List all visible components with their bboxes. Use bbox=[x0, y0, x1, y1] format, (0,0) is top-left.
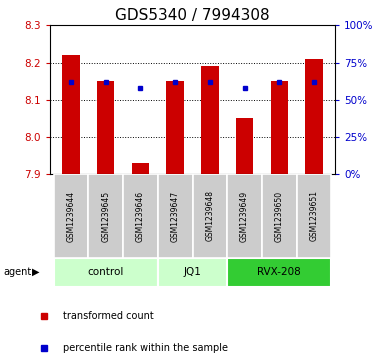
Bar bbox=[227, 258, 331, 287]
Text: agent: agent bbox=[4, 267, 32, 277]
Bar bbox=[54, 258, 158, 287]
Text: ▶: ▶ bbox=[32, 267, 39, 277]
Text: GSM1239650: GSM1239650 bbox=[275, 191, 284, 241]
Text: percentile rank within the sample: percentile rank within the sample bbox=[63, 343, 228, 354]
Text: JQ1: JQ1 bbox=[184, 267, 201, 277]
Bar bbox=[262, 174, 297, 258]
Text: GSM1239644: GSM1239644 bbox=[66, 191, 75, 241]
Text: GSM1239645: GSM1239645 bbox=[101, 191, 110, 241]
Text: RVX-208: RVX-208 bbox=[258, 267, 301, 277]
Text: GSM1239651: GSM1239651 bbox=[310, 191, 319, 241]
Bar bbox=[123, 174, 158, 258]
Text: GSM1239649: GSM1239649 bbox=[240, 191, 249, 241]
Bar bbox=[227, 174, 262, 258]
Bar bbox=[192, 174, 227, 258]
Bar bbox=[97, 81, 114, 174]
Bar bbox=[158, 174, 192, 258]
Bar bbox=[201, 66, 219, 174]
Bar bbox=[54, 174, 88, 258]
Title: GDS5340 / 7994308: GDS5340 / 7994308 bbox=[115, 8, 270, 23]
Text: control: control bbox=[87, 267, 124, 277]
Bar bbox=[236, 118, 253, 174]
Bar bbox=[158, 258, 227, 287]
Text: GSM1239647: GSM1239647 bbox=[171, 191, 180, 241]
Bar bbox=[271, 81, 288, 174]
Bar bbox=[132, 163, 149, 174]
Text: transformed count: transformed count bbox=[63, 311, 154, 321]
Bar bbox=[297, 174, 331, 258]
Bar bbox=[166, 81, 184, 174]
Bar bbox=[62, 55, 80, 174]
Bar bbox=[305, 59, 323, 174]
Text: GSM1239646: GSM1239646 bbox=[136, 191, 145, 241]
Text: GSM1239648: GSM1239648 bbox=[205, 191, 214, 241]
Bar bbox=[88, 174, 123, 258]
